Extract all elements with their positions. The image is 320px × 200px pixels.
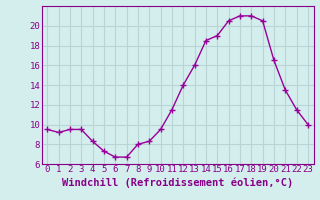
X-axis label: Windchill (Refroidissement éolien,°C): Windchill (Refroidissement éolien,°C) (62, 177, 293, 188)
